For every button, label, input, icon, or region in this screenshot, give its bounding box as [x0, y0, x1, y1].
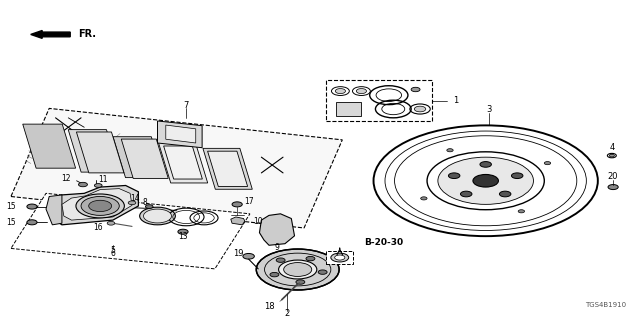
Text: 12: 12: [61, 174, 71, 183]
Circle shape: [306, 256, 315, 261]
Circle shape: [473, 174, 499, 187]
Text: 9: 9: [274, 243, 279, 252]
Polygon shape: [11, 193, 250, 269]
Circle shape: [335, 255, 345, 260]
Circle shape: [27, 220, 37, 225]
Polygon shape: [231, 217, 245, 225]
Circle shape: [27, 204, 37, 209]
Circle shape: [89, 200, 111, 212]
Circle shape: [331, 253, 349, 262]
Text: 10: 10: [253, 217, 262, 226]
Circle shape: [296, 280, 305, 284]
Text: TGS4B1910: TGS4B1910: [585, 302, 626, 308]
Circle shape: [438, 157, 534, 204]
FancyBboxPatch shape: [326, 80, 431, 121]
Text: 13: 13: [178, 232, 188, 241]
Text: 1: 1: [453, 96, 458, 105]
Text: 18: 18: [264, 302, 275, 311]
Text: 5: 5: [111, 246, 115, 255]
Polygon shape: [62, 188, 132, 220]
Text: 16: 16: [93, 223, 103, 232]
Polygon shape: [166, 125, 196, 143]
Circle shape: [356, 89, 367, 93]
Circle shape: [95, 184, 102, 188]
Circle shape: [447, 149, 453, 152]
Circle shape: [243, 253, 254, 259]
Polygon shape: [11, 108, 342, 228]
Circle shape: [480, 162, 492, 167]
Text: 7: 7: [184, 101, 189, 110]
Text: 14: 14: [131, 194, 140, 203]
Polygon shape: [49, 186, 138, 225]
Text: 11: 11: [99, 175, 108, 184]
Polygon shape: [23, 124, 76, 168]
Text: FR.: FR.: [78, 29, 96, 39]
Circle shape: [128, 201, 136, 205]
Circle shape: [499, 191, 511, 197]
Circle shape: [511, 173, 523, 179]
Circle shape: [143, 209, 172, 223]
Polygon shape: [113, 137, 164, 178]
Text: 15: 15: [6, 202, 15, 211]
Circle shape: [276, 258, 285, 262]
Polygon shape: [68, 130, 119, 172]
Circle shape: [609, 154, 614, 157]
Text: 2: 2: [284, 309, 289, 318]
Circle shape: [414, 106, 426, 112]
Circle shape: [411, 87, 420, 92]
Text: 6: 6: [111, 249, 115, 258]
Circle shape: [460, 191, 472, 197]
Text: 4: 4: [609, 143, 614, 152]
Polygon shape: [121, 139, 168, 179]
FancyArrow shape: [31, 30, 70, 38]
Circle shape: [79, 182, 88, 187]
Circle shape: [76, 194, 124, 218]
Text: 3: 3: [486, 106, 492, 115]
Polygon shape: [207, 151, 248, 187]
Polygon shape: [158, 142, 208, 183]
Circle shape: [178, 229, 188, 234]
Polygon shape: [46, 195, 62, 225]
Circle shape: [420, 197, 427, 200]
Circle shape: [335, 89, 346, 93]
Circle shape: [145, 205, 153, 208]
Circle shape: [278, 260, 317, 279]
Polygon shape: [203, 148, 252, 189]
Circle shape: [608, 185, 618, 189]
Circle shape: [232, 202, 243, 207]
Polygon shape: [157, 121, 202, 148]
Circle shape: [544, 162, 550, 165]
Circle shape: [270, 272, 279, 277]
Text: 20: 20: [608, 172, 618, 181]
Circle shape: [518, 210, 525, 213]
Bar: [336, 102, 362, 116]
Text: B-20-30: B-20-30: [364, 238, 403, 247]
Circle shape: [256, 249, 339, 290]
Polygon shape: [259, 214, 294, 245]
Circle shape: [318, 270, 327, 274]
FancyBboxPatch shape: [326, 251, 353, 264]
Polygon shape: [76, 132, 124, 173]
Text: 15: 15: [6, 218, 15, 227]
Circle shape: [140, 207, 175, 225]
Circle shape: [284, 263, 312, 276]
Polygon shape: [164, 146, 202, 179]
Text: 19: 19: [233, 249, 244, 258]
Circle shape: [107, 221, 115, 225]
Text: 17: 17: [244, 197, 253, 206]
Circle shape: [81, 196, 119, 215]
Text: 8: 8: [142, 198, 147, 207]
Circle shape: [449, 173, 460, 179]
